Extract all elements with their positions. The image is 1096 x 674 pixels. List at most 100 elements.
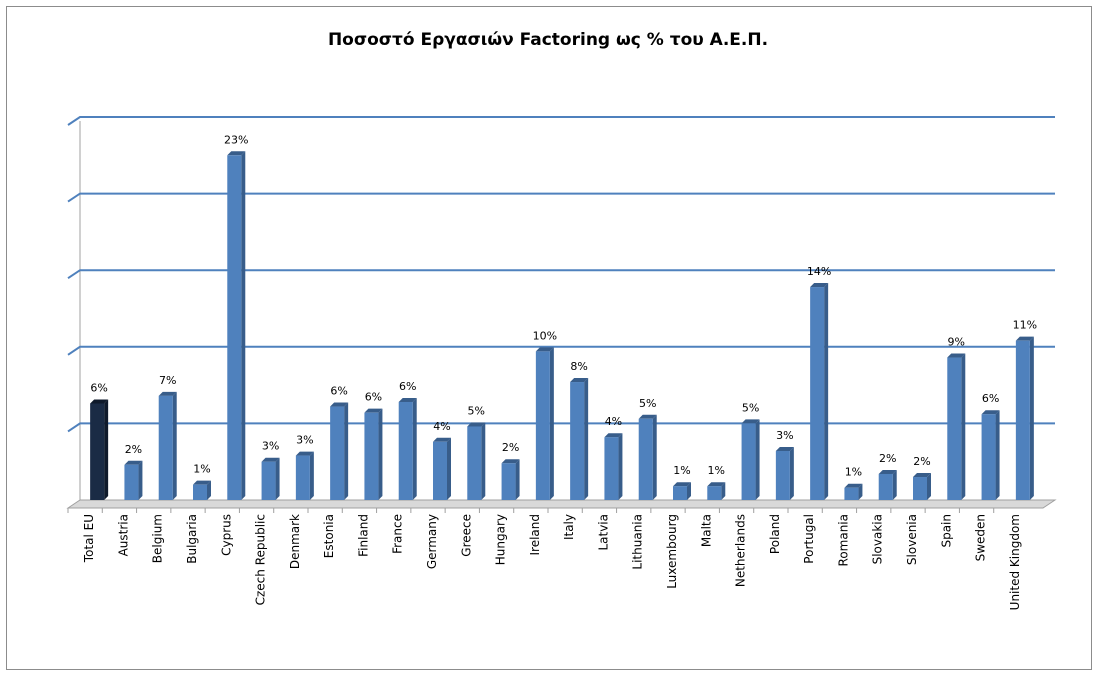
data-label: 1% — [845, 466, 862, 479]
bar-top — [261, 457, 280, 462]
category-label: Slovenia — [905, 514, 919, 565]
bar-top — [913, 473, 931, 478]
data-label: 1% — [673, 464, 690, 477]
bar-top — [90, 399, 109, 404]
gridline — [67, 116, 1055, 126]
bar-top — [124, 460, 143, 465]
bar-top — [741, 419, 760, 424]
bar-top — [467, 422, 486, 427]
data-label: 3% — [776, 429, 793, 442]
bar-side — [207, 480, 211, 500]
bar — [364, 412, 379, 500]
bar — [913, 477, 927, 500]
category-label: Netherlands — [734, 514, 748, 587]
bar — [227, 155, 242, 501]
bar — [775, 450, 790, 500]
chart-title: Ποσοστό Εργασιών Factoring ως % του Α.Ε.… — [327, 30, 769, 50]
bar — [330, 406, 345, 500]
data-label: 2% — [879, 452, 896, 465]
bar-side — [687, 482, 691, 500]
bar — [535, 351, 550, 500]
bar-side — [721, 482, 726, 500]
bar — [604, 437, 619, 500]
bar-side — [824, 283, 829, 500]
category-label: Luxembourg — [665, 514, 679, 589]
category-label: Bulgaria — [185, 514, 199, 564]
category-label: Sweden — [974, 514, 988, 561]
category-label: Finland — [356, 514, 370, 557]
bar-side — [275, 457, 280, 500]
bar-top — [398, 397, 417, 402]
category-label: Spain — [939, 514, 953, 548]
category-label: Austria — [116, 514, 130, 556]
bar-side — [309, 451, 314, 500]
bar — [638, 418, 653, 500]
bar — [433, 441, 447, 500]
data-label: 2% — [913, 455, 930, 468]
bar-side — [104, 399, 109, 500]
data-label: 6% — [365, 391, 382, 404]
data-label: 14% — [807, 265, 831, 278]
gridline — [67, 422, 1055, 433]
bar-top — [158, 391, 177, 396]
bar — [707, 486, 722, 500]
category-label: Total EU — [82, 514, 96, 563]
data-label: 6% — [90, 381, 107, 394]
bar — [673, 486, 687, 500]
data-label: 23% — [224, 133, 248, 146]
bar-side — [515, 459, 520, 500]
data-label: 1% — [193, 463, 210, 476]
bar-side — [481, 422, 486, 500]
bar-side — [378, 408, 383, 500]
data-label: 4% — [433, 420, 450, 433]
data-label: 11% — [1013, 319, 1037, 332]
bar-top — [364, 408, 383, 413]
bar — [193, 484, 207, 500]
bar-side — [172, 391, 177, 500]
category-label: Belgium — [151, 514, 165, 563]
bar — [158, 395, 173, 500]
category-label: Ireland — [528, 514, 542, 556]
bar — [844, 487, 859, 500]
bar — [261, 461, 276, 500]
data-label: 6% — [399, 380, 416, 393]
bar-side — [344, 402, 349, 500]
data-label: 6% — [982, 392, 999, 405]
category-label: Lithuania — [631, 514, 645, 570]
bar — [501, 463, 516, 500]
data-label: 8% — [570, 360, 587, 373]
category-label: United Kingdom — [1008, 514, 1022, 610]
data-label: 9% — [948, 336, 965, 349]
data-label: 6% — [330, 385, 347, 398]
data-label: 10% — [533, 329, 557, 342]
data-label: 4% — [605, 415, 622, 428]
data-label: 2% — [502, 441, 519, 454]
category-label: Denmark — [288, 514, 302, 569]
bar-side — [241, 151, 246, 501]
bar-top — [878, 469, 897, 474]
bar-top — [570, 378, 589, 383]
category-label: Estonia — [322, 514, 336, 558]
bar — [124, 464, 139, 500]
category-label: Portugal — [802, 514, 816, 564]
bar — [878, 473, 893, 500]
bar-side — [858, 483, 863, 500]
bar-side — [584, 378, 589, 500]
data-label: 2% — [125, 443, 142, 456]
bar — [467, 426, 482, 500]
category-label: Slovakia — [871, 514, 885, 564]
bar-top — [673, 482, 691, 487]
bar-side — [1029, 336, 1034, 500]
bar-top — [947, 353, 966, 358]
category-label: Hungary — [494, 514, 508, 565]
bar — [398, 401, 413, 500]
category-label: France — [391, 514, 405, 554]
bar-top — [707, 482, 726, 487]
bar-side — [618, 433, 623, 500]
data-label: 1% — [708, 464, 725, 477]
category-label: Malta — [699, 514, 713, 547]
bar-top — [775, 446, 794, 451]
bar — [947, 357, 962, 500]
data-label: 5% — [742, 401, 759, 414]
bar-side — [412, 397, 417, 500]
